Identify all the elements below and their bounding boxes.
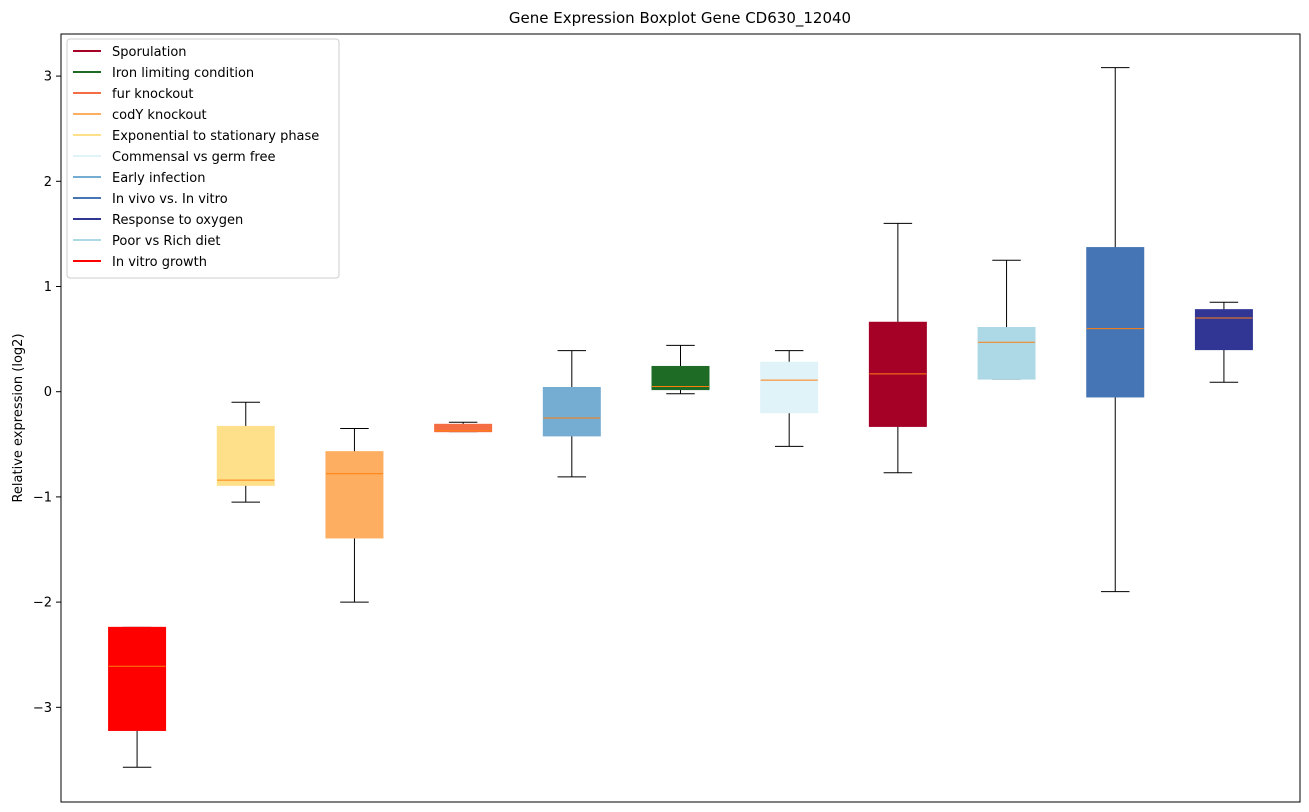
y-tick-label: 1 xyxy=(44,280,52,295)
box-group xyxy=(108,626,167,768)
box xyxy=(868,321,927,427)
boxes-layer xyxy=(108,67,1253,768)
legend-item: Response to oxygen xyxy=(73,213,243,228)
legend-item: Iron limiting condition xyxy=(73,66,254,81)
legend-label: fur knockout xyxy=(112,87,194,102)
plot-frame xyxy=(60,33,1301,803)
y-tick-label: 0 xyxy=(44,385,52,400)
y-axis-title: Relative expression (log2) xyxy=(11,333,26,502)
box-group xyxy=(1194,301,1253,383)
legend-item: Early infection xyxy=(73,171,205,186)
legend-item: Sporulation xyxy=(73,45,187,60)
box xyxy=(108,626,167,731)
legend-item: In vitro growth xyxy=(73,255,207,270)
legend-label: Exponential to stationary phase xyxy=(112,129,319,144)
box xyxy=(216,425,275,486)
box-group xyxy=(760,350,819,447)
box xyxy=(325,451,384,539)
legend-frame xyxy=(66,38,340,279)
legend-item: codY knockout xyxy=(73,108,207,123)
y-tick-label: −2 xyxy=(33,596,52,611)
legend-label: Poor vs Rich diet xyxy=(112,234,220,249)
y-tick-label: −3 xyxy=(33,701,52,716)
box xyxy=(1086,247,1145,398)
box xyxy=(542,386,601,437)
legend: Sporulation Iron limiting condition fur kn… xyxy=(66,38,340,279)
y-tick-label: 2 xyxy=(44,175,52,190)
legend-label: codY knockout xyxy=(112,108,207,123)
legend-item: Commensal vs germ free xyxy=(73,150,275,165)
legend-item: Poor vs Rich diet xyxy=(73,234,220,249)
legend-item: fur knockout xyxy=(73,87,194,102)
legend-label: In vitro growth xyxy=(112,255,207,270)
legend-label: Early infection xyxy=(112,171,205,186)
box-group xyxy=(977,259,1036,380)
legend-label: Response to oxygen xyxy=(112,213,243,228)
axis-layer: −3 −2 −1 0 1 2 3 xyxy=(33,33,1301,803)
box xyxy=(651,365,710,391)
legend-label: Commensal vs germ free xyxy=(112,150,275,165)
chart-title: Gene Expression Boxplot Gene CD630_12040 xyxy=(509,9,851,28)
box-group xyxy=(1086,67,1145,593)
box xyxy=(1194,309,1253,351)
box xyxy=(434,423,493,433)
box xyxy=(977,327,1036,380)
y-tick-label: −1 xyxy=(33,490,52,505)
box-group xyxy=(651,344,710,395)
box-group xyxy=(868,222,927,474)
box-group xyxy=(434,421,493,433)
box xyxy=(760,361,819,414)
legend-item: Exponential to stationary phase xyxy=(73,129,319,144)
y-tick-label: 3 xyxy=(44,70,52,85)
box-group xyxy=(542,350,601,478)
legend-label: Sporulation xyxy=(112,45,187,60)
box-group xyxy=(216,401,275,503)
legend-label: Iron limiting condition xyxy=(112,66,254,81)
box-group xyxy=(325,428,384,603)
legend-label: In vivo vs. In vitro xyxy=(112,192,228,207)
legend-item: In vivo vs. In vitro xyxy=(73,192,228,207)
